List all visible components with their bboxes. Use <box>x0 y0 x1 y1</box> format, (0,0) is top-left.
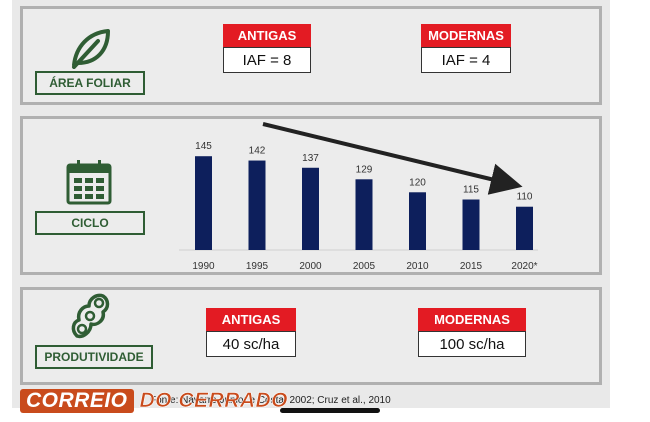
calendar-icon <box>66 160 112 205</box>
bar-2010 <box>409 192 426 250</box>
leaf-icon <box>72 29 110 69</box>
tick-label-1995: 1995 <box>246 261 269 272</box>
bar-2005 <box>355 179 373 250</box>
value-label-2000: 137 <box>302 153 319 164</box>
value-label-2020: 110 <box>517 192 533 203</box>
bar-1995 <box>248 160 266 250</box>
produtividade-antigas-value: 40 sc/ha <box>206 331 296 357</box>
produtividade-antigas-title: ANTIGAS <box>206 308 296 331</box>
source-citation: Fonte: Navarro Júnior e Costa, 2002; Cru… <box>150 395 391 406</box>
tick-label-2000: 2000 <box>299 261 322 272</box>
area-foliar-panel: ÁREA FOLIAR ANTIGAS IAF = 8 MODERNAS IAF… <box>20 6 602 105</box>
area-foliar-modernas-tag: MODERNAS IAF = 4 <box>421 24 511 73</box>
produtividade-modernas-title: MODERNAS <box>418 308 526 331</box>
area-foliar-antigas-tag: ANTIGAS IAF = 8 <box>223 24 311 73</box>
area-foliar-label: ÁREA FOLIAR <box>35 71 145 95</box>
tick-label-2005: 2005 <box>353 261 376 272</box>
area-foliar-modernas-value: IAF = 4 <box>421 47 511 73</box>
ciclo-bar-chart: 145 1990 142 1995 137 2000 129 2005 120 2010 115 20… <box>179 122 538 272</box>
value-label-2010: 120 <box>409 177 426 188</box>
value-label-2005: 129 <box>356 164 373 175</box>
produtividade-antigas-tag: ANTIGAS 40 sc/ha <box>206 308 296 357</box>
produtividade-modernas-value: 100 sc/ha <box>418 331 526 357</box>
horizontal-scrollbar[interactable] <box>280 408 380 413</box>
watermark-part2: DO CERRADO <box>139 389 289 413</box>
tick-label-2015: 2015 <box>460 261 483 272</box>
bar-2015 <box>462 199 480 250</box>
produtividade-label: PRODUTIVIDADE <box>35 345 153 369</box>
value-label-1995: 142 <box>249 146 266 157</box>
area-foliar-modernas-title: MODERNAS <box>421 24 511 47</box>
area-foliar-antigas-value: IAF = 8 <box>223 47 311 73</box>
ciclo-label: CICLO <box>35 211 145 235</box>
tick-label-2020: 2020* <box>511 261 537 272</box>
produtividade-panel: PRODUTIVIDADE ANTIGAS 40 sc/ha MODERNAS … <box>20 287 602 385</box>
bar-2020 <box>516 206 533 250</box>
soybean-pod-icon <box>71 293 110 339</box>
ciclo-panel: CICLO 145 1990 142 1995 137 2000 129 2005 120 201… <box>20 116 602 275</box>
value-label-2015: 115 <box>463 185 479 196</box>
value-label-1990: 145 <box>195 141 212 152</box>
watermark-part1: CORREIO <box>20 389 134 413</box>
tick-label-2010: 2010 <box>406 261 429 272</box>
tick-label-1990: 1990 <box>192 261 215 272</box>
bar-2000 <box>302 167 319 250</box>
bar-1990 <box>195 156 212 250</box>
produtividade-modernas-tag: MODERNAS 100 sc/ha <box>418 308 526 357</box>
correio-do-cerrado-watermark: CORREIO DO CERRADO <box>20 386 288 416</box>
area-foliar-antigas-title: ANTIGAS <box>223 24 311 47</box>
trend-arrow <box>262 122 523 195</box>
